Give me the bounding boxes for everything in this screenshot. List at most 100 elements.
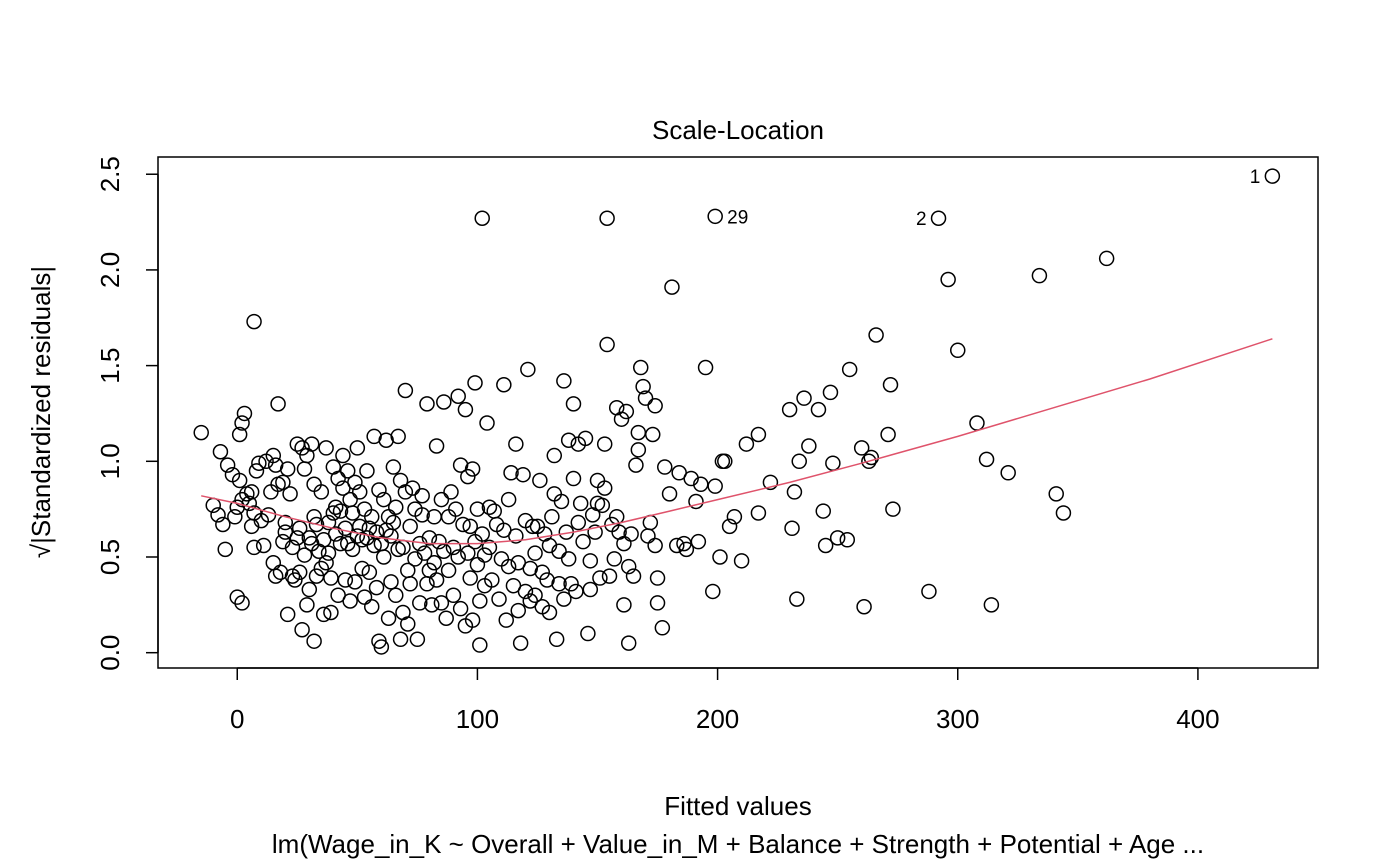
data-point bbox=[296, 547, 313, 563]
data-point bbox=[690, 533, 707, 550]
data-point bbox=[644, 426, 661, 443]
data-point bbox=[284, 568, 301, 584]
data-point bbox=[342, 593, 358, 609]
y-axis-label: √|Standardized residuals| bbox=[26, 266, 56, 558]
data-point bbox=[498, 612, 514, 628]
data-point bbox=[726, 509, 743, 525]
data-point bbox=[217, 541, 233, 558]
data-point bbox=[649, 570, 666, 586]
data-point bbox=[464, 461, 481, 477]
data-point bbox=[500, 491, 517, 508]
data-point bbox=[553, 493, 570, 510]
data-point bbox=[265, 447, 282, 464]
data-point bbox=[560, 432, 577, 449]
data-point bbox=[472, 593, 488, 609]
data-point bbox=[810, 401, 827, 418]
data-point bbox=[380, 610, 397, 626]
data-point bbox=[313, 484, 330, 500]
data-point bbox=[241, 495, 258, 512]
data-point bbox=[863, 449, 880, 466]
data-point bbox=[414, 507, 430, 523]
data-point bbox=[210, 507, 226, 523]
y-axis: 0.0 0.5 1.0 1.5 2.0 2.5 bbox=[95, 156, 159, 671]
data-point bbox=[784, 520, 800, 537]
data-point bbox=[212, 443, 229, 460]
data-point bbox=[388, 499, 404, 515]
x-axis-label: Fitted values bbox=[664, 791, 811, 821]
data-point bbox=[618, 403, 635, 420]
chart-title: Scale-Location bbox=[652, 115, 824, 145]
model-formula-subtitle: lm(Wage_in_K ~ Overall + Value_in_M + Ba… bbox=[272, 829, 1204, 859]
data-point bbox=[796, 390, 812, 406]
data-point bbox=[376, 491, 392, 508]
data-point bbox=[940, 271, 956, 288]
data-point bbox=[527, 587, 543, 604]
data-point bbox=[527, 545, 543, 561]
data-point bbox=[337, 572, 354, 588]
data-point bbox=[1031, 267, 1048, 284]
data-point bbox=[647, 398, 663, 414]
data-point bbox=[433, 491, 450, 508]
data-point bbox=[260, 507, 277, 523]
data-point bbox=[279, 606, 296, 623]
data-point bbox=[623, 526, 639, 542]
data-point bbox=[234, 415, 250, 431]
data-point bbox=[323, 570, 339, 586]
data-point bbox=[400, 616, 416, 632]
data-point bbox=[392, 631, 409, 648]
data-point bbox=[436, 394, 452, 410]
data-point bbox=[291, 564, 308, 581]
data-point bbox=[642, 514, 659, 531]
data-point bbox=[438, 610, 454, 626]
data-point bbox=[565, 470, 582, 487]
data-point bbox=[443, 484, 459, 500]
data-point bbox=[460, 468, 476, 485]
data-point bbox=[750, 505, 767, 521]
data-point bbox=[428, 438, 445, 454]
data-point bbox=[219, 457, 236, 473]
data-point bbox=[383, 574, 399, 590]
data-point bbox=[368, 579, 385, 596]
data-point bbox=[409, 631, 426, 648]
data-point bbox=[551, 576, 567, 592]
data-point bbox=[930, 210, 947, 226]
data-point bbox=[688, 493, 704, 510]
data-point bbox=[299, 597, 315, 613]
data-point bbox=[289, 436, 306, 452]
data-point bbox=[594, 497, 611, 514]
data-point bbox=[544, 509, 560, 525]
data-point bbox=[1098, 250, 1115, 267]
data-point bbox=[452, 600, 469, 617]
data-point bbox=[950, 342, 966, 359]
data-point bbox=[750, 426, 767, 443]
data-point bbox=[556, 373, 572, 389]
data-point bbox=[464, 612, 481, 628]
data-point bbox=[491, 591, 507, 607]
data-point bbox=[669, 537, 685, 554]
data-point bbox=[395, 539, 411, 556]
data-point bbox=[404, 480, 421, 496]
data-point bbox=[320, 514, 337, 531]
data-point bbox=[246, 313, 262, 330]
data-point bbox=[344, 541, 361, 558]
data-point bbox=[282, 486, 298, 502]
data-point bbox=[313, 560, 330, 577]
data-point bbox=[349, 440, 366, 456]
data-point bbox=[841, 361, 858, 378]
data-point bbox=[596, 480, 613, 496]
data-point bbox=[419, 576, 435, 592]
data-point bbox=[246, 539, 262, 556]
data-point bbox=[428, 572, 445, 588]
y-tick-label: 0.5 bbox=[95, 539, 125, 575]
data-point bbox=[599, 336, 615, 353]
data-point bbox=[517, 583, 534, 600]
data-point bbox=[575, 533, 591, 550]
data-point bbox=[630, 442, 647, 458]
data-point bbox=[234, 491, 250, 508]
data-points bbox=[193, 168, 1281, 655]
x-axis: 0 100 200 300 400 bbox=[230, 667, 1220, 734]
data-point bbox=[580, 625, 596, 642]
data-point bbox=[654, 620, 671, 636]
y-tick-label: 2.0 bbox=[95, 252, 125, 288]
x-tick-label: 0 bbox=[230, 704, 244, 734]
